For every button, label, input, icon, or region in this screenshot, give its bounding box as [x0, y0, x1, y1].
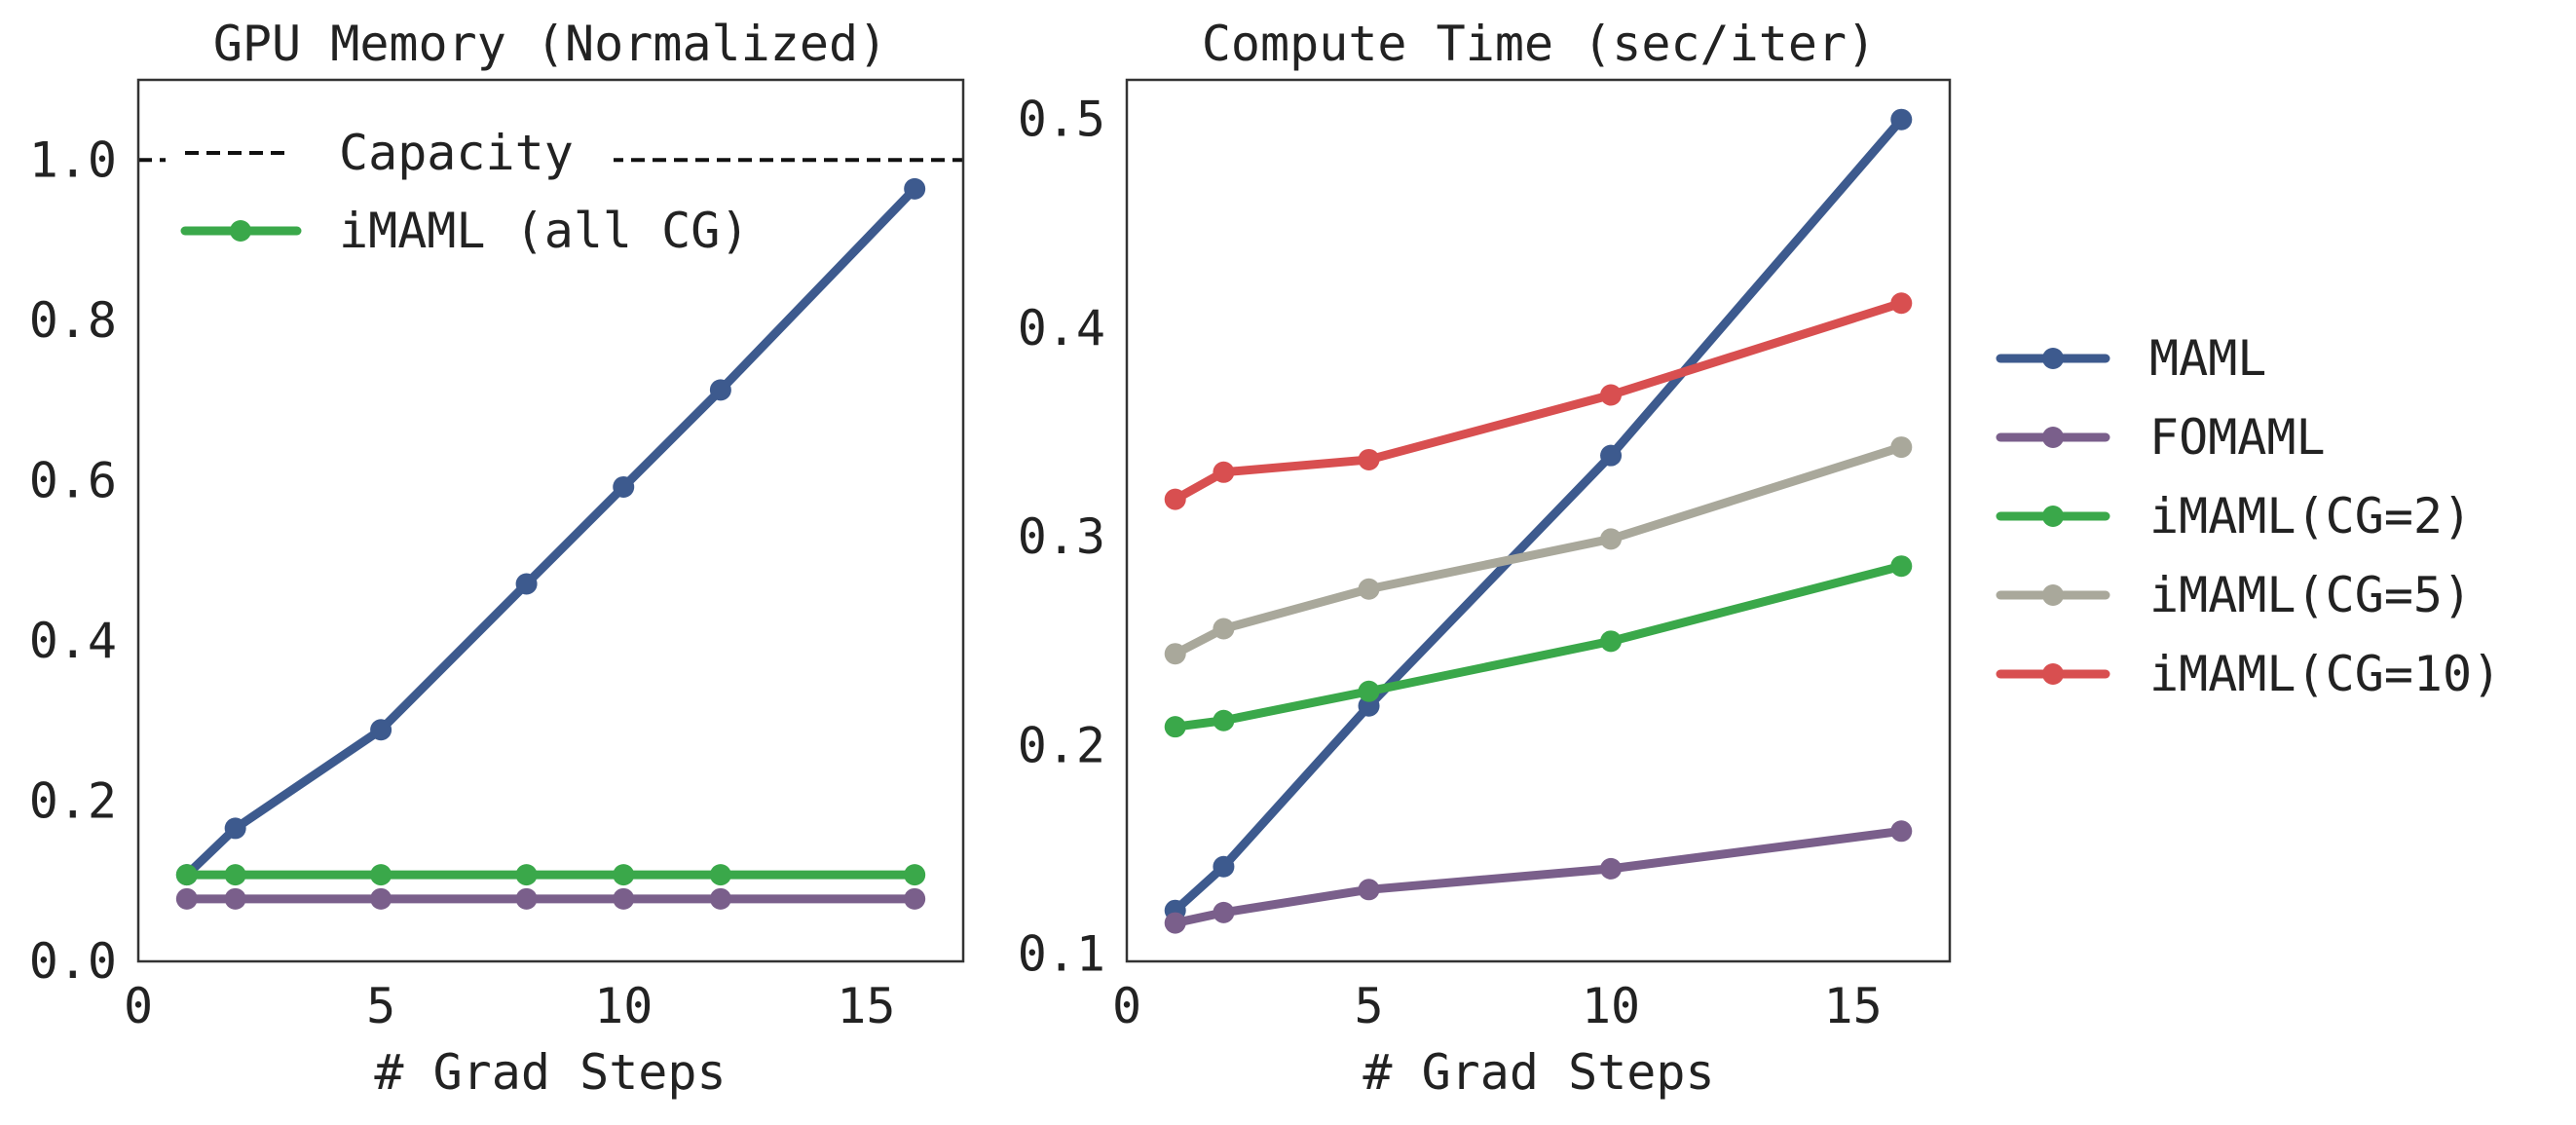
- data-point-maml: [515, 573, 538, 595]
- data-point-maml: [709, 379, 731, 401]
- legend-label-imaml-cg-2: iMAML(CG=2): [2149, 488, 2472, 544]
- x-tick-label: 15: [837, 978, 895, 1034]
- legend-label-imaml-cg-10: iMAML(CG=10): [2149, 646, 2501, 702]
- data-point-fomaml: [224, 887, 246, 910]
- data-point-maml: [224, 817, 246, 840]
- y-tick-label: 0.3: [1018, 508, 1105, 565]
- data-point-imaml-cg-2: [1890, 555, 1913, 578]
- legend-label-fomaml: FOMAML: [2149, 409, 2326, 466]
- x-tick-label: 0: [124, 978, 153, 1034]
- data-point-imaml-all-cg: [175, 864, 198, 886]
- gpu-memory-xlabel: # Grad Steps: [374, 1044, 726, 1101]
- data-point-fomaml: [709, 887, 731, 910]
- data-point-fomaml: [1600, 857, 1623, 880]
- data-point-fomaml: [1213, 901, 1235, 923]
- data-point-fomaml: [1164, 912, 1186, 934]
- series-line-maml: [183, 185, 918, 879]
- x-tick-label: 10: [1582, 978, 1640, 1034]
- series-line-imaml-cg-10: [1173, 298, 1903, 504]
- data-point-maml: [904, 177, 926, 200]
- compute-time-xlabel: # Grad Steps: [1363, 1044, 1714, 1101]
- y-tick-label: 0.2: [1018, 717, 1105, 773]
- data-point-maml: [370, 719, 392, 741]
- series-line-maml: [1172, 116, 1905, 915]
- y-tick-label: 0.0: [29, 933, 117, 990]
- legend-marker-imaml: [230, 220, 251, 242]
- data-point-fomaml: [515, 887, 538, 910]
- data-point-imaml-cg-5: [1213, 618, 1235, 640]
- x-tick-label: 15: [1823, 978, 1882, 1034]
- x-tick-label: 5: [366, 978, 395, 1034]
- legend-marker-imaml-cg-2: [2042, 506, 2064, 527]
- data-point-fomaml: [175, 887, 198, 910]
- legend-marker-maml: [2042, 348, 2064, 369]
- y-tick-label: 0.5: [1018, 92, 1105, 148]
- data-point-imaml-all-cg: [709, 864, 731, 886]
- legend-label-imaml-cg-5: iMAML(CG=5): [2149, 567, 2472, 623]
- y-tick-label: 0.8: [29, 292, 117, 349]
- x-tick-label: 0: [1112, 978, 1141, 1034]
- legend-label-maml: MAML: [2149, 330, 2266, 387]
- data-point-fomaml: [613, 887, 635, 910]
- data-point-imaml-cg-5: [1164, 643, 1186, 665]
- data-point-maml: [1890, 108, 1913, 131]
- legend-label-imaml: iMAML (all CG): [339, 203, 749, 259]
- data-point-imaml-cg-2: [1358, 680, 1380, 702]
- data-point-imaml-cg-10: [1890, 292, 1913, 315]
- series-line-imaml-cg-5: [1173, 442, 1903, 658]
- compute-time-panel: Compute Time (sec/iter) # Grad Steps 0 5 1…: [1018, 16, 2502, 1101]
- data-point-imaml-cg-2: [1213, 709, 1235, 731]
- data-point-fomaml: [904, 887, 926, 910]
- data-point-imaml-all-cg: [224, 864, 246, 886]
- y-tick-label: 0.2: [29, 772, 117, 829]
- data-point-fomaml: [1890, 820, 1913, 843]
- data-point-imaml-cg-5: [1358, 578, 1380, 600]
- data-point-imaml-all-cg: [613, 864, 635, 886]
- data-point-imaml-all-cg: [515, 864, 538, 886]
- y-tick-label: 0.4: [29, 613, 117, 669]
- data-point-imaml-all-cg: [904, 864, 926, 886]
- series-line-imaml-cg-2: [1175, 561, 1903, 731]
- data-point-imaml-cg-2: [1600, 630, 1623, 653]
- data-point-imaml-all-cg: [370, 864, 392, 886]
- legend-marker-imaml-cg-5: [2042, 584, 2064, 606]
- data-point-fomaml: [370, 887, 392, 910]
- data-point-maml: [1600, 444, 1623, 467]
- data-point-imaml-cg-10: [1164, 488, 1186, 510]
- axes-frame: [136, 78, 965, 963]
- legend-marker-fomaml: [2042, 427, 2064, 448]
- compute-time-title: Compute Time (sec/iter): [1202, 16, 1876, 72]
- gpu-memory-title: GPU Memory (Normalized): [213, 16, 887, 72]
- legend-label-capacity: Capacity: [339, 125, 574, 181]
- data-point-imaml-cg-10: [1358, 448, 1380, 470]
- gpu-memory-panel: GPU Memory (Normalized) # Grad Steps 0 5 1…: [29, 16, 965, 1101]
- y-tick-label: 1.0: [29, 131, 117, 188]
- x-tick-label: 5: [1354, 978, 1383, 1034]
- series-line-fomaml: [1174, 826, 1902, 927]
- data-point-imaml-cg-5: [1600, 528, 1623, 550]
- axes-frame: [1125, 78, 1952, 963]
- y-tick-label: 0.4: [1018, 300, 1105, 356]
- data-point-imaml-cg-10: [1213, 461, 1235, 483]
- data-point-imaml-cg-5: [1890, 436, 1913, 459]
- data-point-fomaml: [1358, 879, 1380, 901]
- y-tick-label: 0.1: [1018, 926, 1105, 983]
- y-tick-label: 0.6: [29, 452, 117, 508]
- legend-marker-imaml-cg-10: [2042, 663, 2064, 685]
- x-tick-label: 10: [594, 978, 653, 1034]
- data-point-imaml-cg-10: [1600, 384, 1623, 406]
- data-point-maml: [1213, 855, 1235, 878]
- data-point-imaml-cg-2: [1164, 716, 1186, 738]
- data-point-maml: [613, 475, 635, 498]
